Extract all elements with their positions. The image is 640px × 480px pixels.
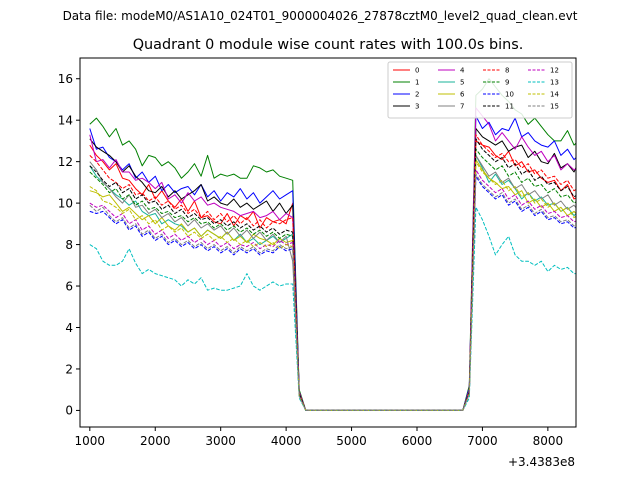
series-line-12 (89, 169, 576, 411)
legend-label-10: 10 (505, 91, 514, 99)
y-tick-label: 10 (58, 196, 73, 210)
legend-label-6: 6 (460, 91, 465, 99)
series-line-15 (89, 173, 576, 411)
y-tick-label: 16 (58, 72, 73, 86)
legend-label-8: 8 (505, 67, 509, 75)
legend-label-7: 7 (460, 103, 464, 111)
y-tick-label: 12 (58, 155, 73, 169)
y-tick-label: 8 (65, 238, 73, 252)
x-tick-label: 8000 (533, 434, 564, 448)
series-line-8 (89, 134, 576, 411)
y-tick-label: 2 (65, 362, 73, 376)
series-layer (89, 78, 576, 411)
series-line-10 (89, 175, 576, 411)
legend-frame (387, 61, 573, 119)
y-tick-label: 6 (65, 279, 73, 293)
series-line-13 (89, 206, 576, 411)
x-tick-label: 3000 (205, 434, 236, 448)
x-axis: 1000 2000 3000 4000 5000 6000 7000 8000 (75, 427, 564, 448)
legend-label-13: 13 (550, 79, 559, 87)
x-tick-label: 2000 (140, 434, 171, 448)
plot-frame (79, 57, 577, 428)
y-tick-label: 4 (65, 321, 73, 335)
y-axis: 0 2 4 6 8 10 12 14 16 (58, 72, 80, 418)
y-tick-label: 0 (65, 404, 73, 418)
x-tick-label: 7000 (467, 434, 498, 448)
legend-label-5: 5 (460, 79, 464, 87)
legend-label-11: 11 (505, 103, 514, 111)
x-offset-label: +3.4383e8 (508, 455, 575, 469)
chart-title: Quadrant 0 module wise count rates with … (133, 37, 524, 53)
legend-label-4: 4 (460, 67, 465, 75)
legend-label-9: 9 (505, 79, 509, 87)
suptitle: Data file: modeM0/AS1A10_024T01_90000040… (63, 9, 578, 23)
legend-label-1: 1 (415, 79, 419, 87)
y-tick-label: 14 (58, 113, 73, 127)
legend-label-2: 2 (415, 91, 419, 99)
x-tick-label: 1000 (75, 434, 106, 448)
legend-label-14: 14 (550, 91, 559, 99)
series-line-14 (89, 161, 576, 411)
x-tick-label: 6000 (402, 434, 433, 448)
legend-label-12: 12 (550, 67, 559, 75)
x-tick-label: 4000 (271, 434, 302, 448)
legend-label-3: 3 (415, 103, 419, 111)
x-tick-label: 5000 (336, 434, 367, 448)
legend-label-0: 0 (415, 67, 419, 75)
legend-label-15: 15 (550, 103, 559, 111)
